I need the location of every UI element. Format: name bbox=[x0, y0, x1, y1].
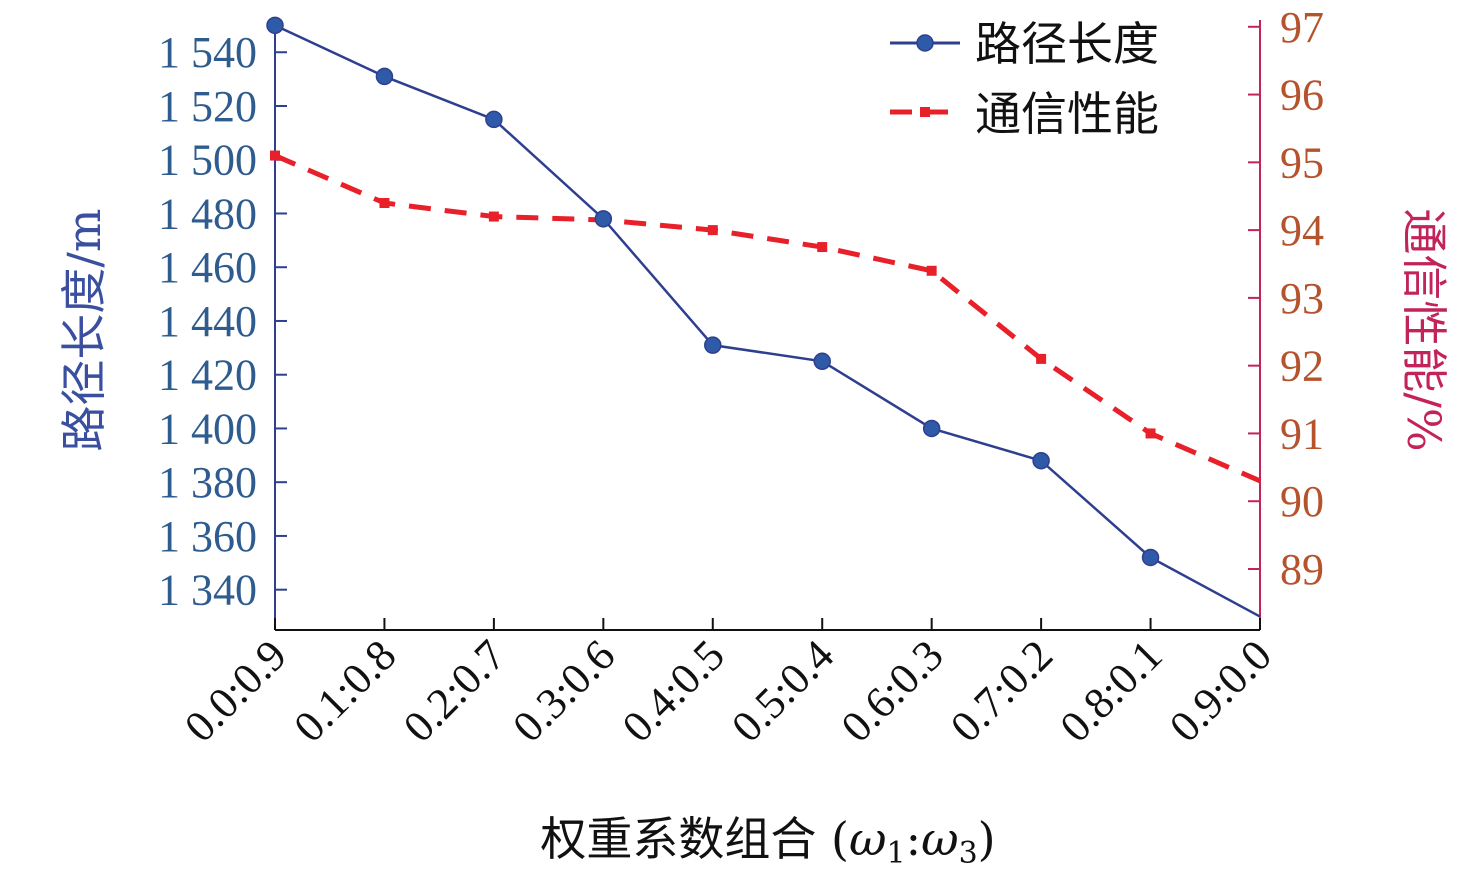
y-left-tick-label: 1 480 bbox=[158, 189, 257, 238]
data-point-comm-performance bbox=[926, 265, 937, 276]
data-point-comm-performance bbox=[1036, 353, 1047, 364]
y-right-tick-label: 89 bbox=[1280, 545, 1324, 594]
y-right-tick-label: 92 bbox=[1280, 342, 1324, 391]
y-left-tick-label: 1 500 bbox=[158, 136, 257, 185]
data-point-comm-performance bbox=[488, 211, 499, 222]
y-right-tick-label: 90 bbox=[1280, 477, 1324, 526]
data-point-path-length bbox=[266, 16, 284, 35]
x-tick-label: 0.8:0.1 bbox=[1051, 630, 1172, 751]
y-right-tick-label: 94 bbox=[1280, 206, 1324, 255]
data-point-path-length bbox=[704, 336, 722, 354]
data-point-comm-performance bbox=[707, 225, 718, 236]
y-right-tick-label: 91 bbox=[1280, 409, 1324, 458]
x-tick-label: 0.4:0.5 bbox=[613, 630, 734, 751]
x-tick-label: 0.9:0.0 bbox=[1160, 630, 1281, 751]
x-axis-ticks: 0.0:0.90.1:0.80.2:0.70.3:0.60.4:0.50.5:0… bbox=[175, 618, 1281, 752]
x-tick-label: 0.3:0.6 bbox=[503, 630, 624, 751]
y-left-tick-label: 1 420 bbox=[158, 351, 257, 400]
data-point-comm-performance bbox=[270, 150, 280, 161]
legend-label-path-length: 路径长度 bbox=[975, 17, 1159, 71]
y-right-tick-label: 93 bbox=[1280, 274, 1324, 323]
legend-marker-comm-performance bbox=[920, 107, 930, 117]
y-right-tick-label: 96 bbox=[1280, 71, 1324, 120]
y-right-axis-title: 通信性能/% bbox=[1397, 208, 1451, 451]
y-left-tick-label: 1 520 bbox=[158, 82, 257, 131]
x-tick-label: 0.1:0.8 bbox=[284, 630, 405, 751]
y-left-tick-label: 1 360 bbox=[158, 512, 257, 561]
y-left-axis-title: 路径长度/m bbox=[57, 208, 111, 451]
x-tick-label: 0.6:0.3 bbox=[832, 630, 953, 751]
y-left-tick-label: 1 460 bbox=[158, 243, 257, 292]
x-tick-label: 0.0:0.9 bbox=[175, 630, 296, 751]
data-point-path-length bbox=[485, 110, 503, 129]
series-line-comm-performance bbox=[274, 153, 1261, 484]
data-point-path-length bbox=[1141, 548, 1160, 567]
x-axis-title: 权重系数组合 (ω1:ω3) bbox=[540, 812, 995, 871]
y-left-tick-label: 1 380 bbox=[158, 458, 257, 507]
data-point-path-length bbox=[813, 352, 831, 371]
series-layer bbox=[266, 16, 1261, 618]
data-point-comm-performance bbox=[1145, 428, 1156, 439]
legend-label-comm-performance: 通信性能 bbox=[975, 87, 1159, 141]
data-point-path-length bbox=[1032, 451, 1050, 470]
y-left-tick-label: 1 440 bbox=[158, 297, 257, 346]
y-left-tick-label: 1 340 bbox=[158, 566, 257, 615]
data-point-comm-performance bbox=[817, 242, 828, 253]
data-point-path-length bbox=[594, 210, 613, 228]
y-left-tick-label: 1 400 bbox=[158, 404, 257, 453]
x-tick-label: 0.7:0.2 bbox=[941, 630, 1062, 751]
y-right-tick-label: 95 bbox=[1280, 138, 1324, 187]
y-left-tick-label: 1 540 bbox=[158, 28, 257, 77]
legend: 路径长度 通信性能 bbox=[890, 17, 1159, 141]
axes bbox=[274, 20, 1261, 631]
x-tick-label: 0.5:0.4 bbox=[722, 630, 843, 751]
right-axis-ticks: 89 90 91 92 93 94 95 96 97 bbox=[1248, 3, 1324, 594]
data-point-path-length bbox=[922, 419, 941, 438]
series-line-path-length bbox=[274, 24, 1261, 618]
data-point-path-length bbox=[375, 67, 394, 86]
legend-marker-path-length bbox=[916, 34, 934, 52]
y-right-tick-label: 97 bbox=[1280, 3, 1324, 52]
data-point-comm-performance bbox=[379, 198, 390, 208]
x-tick-label: 0.2:0.7 bbox=[394, 630, 515, 751]
